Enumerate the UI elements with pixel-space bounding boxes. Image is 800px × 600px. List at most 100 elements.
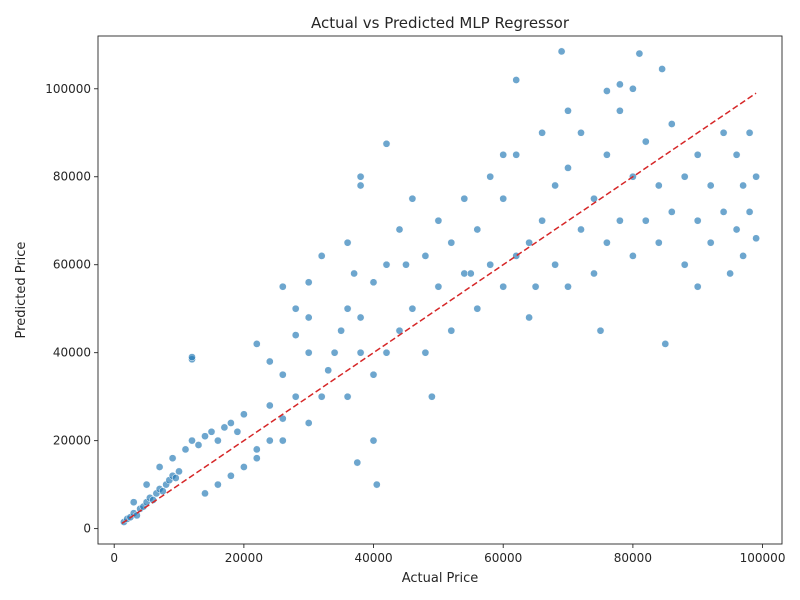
scatter-point bbox=[499, 194, 508, 203]
scatter-point bbox=[706, 181, 715, 190]
scatter-point bbox=[214, 436, 222, 445]
scatter-point bbox=[369, 278, 378, 287]
scatter-point bbox=[343, 304, 352, 313]
scatter-point bbox=[745, 208, 754, 216]
scatter-point bbox=[486, 260, 495, 269]
x-tick-label: 80000 bbox=[614, 551, 652, 565]
reference-line bbox=[121, 92, 757, 524]
scatter-point bbox=[680, 172, 689, 181]
scatter-point bbox=[538, 216, 546, 225]
scatter-point bbox=[408, 304, 417, 313]
scatter-point bbox=[382, 348, 391, 357]
scatter-point bbox=[382, 139, 391, 148]
x-tick-label: 60000 bbox=[484, 551, 522, 565]
scatter-point bbox=[369, 370, 378, 379]
scatter-point bbox=[304, 278, 313, 287]
scatter-point bbox=[207, 427, 216, 436]
scatter-point bbox=[240, 410, 248, 419]
scatter-point bbox=[616, 216, 624, 225]
scatter-point bbox=[330, 348, 339, 357]
scatter-point bbox=[460, 194, 469, 203]
scatter-point bbox=[214, 480, 222, 489]
scatter-point bbox=[356, 181, 365, 190]
scatter-point bbox=[421, 252, 430, 260]
scatter-point bbox=[278, 436, 287, 445]
chart-title: Actual vs Predicted MLP Regressor bbox=[311, 14, 570, 32]
scatter-point bbox=[428, 392, 436, 401]
y-tick-label: 0 bbox=[83, 522, 91, 536]
scatter-point bbox=[739, 181, 747, 190]
scatter-point bbox=[719, 128, 728, 137]
scatter-point bbox=[317, 392, 326, 401]
scatter-point bbox=[304, 419, 313, 427]
scatter-points bbox=[120, 47, 760, 526]
scatter-point bbox=[395, 225, 404, 234]
scatter-point bbox=[227, 419, 235, 427]
scatter-point bbox=[551, 181, 559, 190]
scatter-point bbox=[616, 106, 624, 115]
scatter-point bbox=[739, 252, 747, 260]
y-axis-title: Predicted Price bbox=[14, 242, 29, 339]
x-tick-label: 0 bbox=[110, 551, 118, 565]
scatter-point bbox=[201, 432, 209, 441]
scatter-point bbox=[194, 441, 203, 449]
scatter-point bbox=[719, 208, 728, 216]
scatter-point bbox=[654, 238, 663, 247]
scatter-point bbox=[752, 172, 760, 181]
y-tick-label: 100000 bbox=[45, 82, 91, 96]
scatter-point bbox=[499, 150, 508, 159]
scatter-point bbox=[661, 340, 670, 348]
scatter-point bbox=[564, 106, 572, 115]
y-axis-ticks: 0 20000 40000 60000 80000 100000 bbox=[45, 82, 98, 536]
scatter-point bbox=[402, 260, 410, 269]
y-tick-label: 40000 bbox=[53, 346, 91, 360]
scatter-point bbox=[252, 454, 261, 463]
scatter-point bbox=[590, 194, 598, 203]
scatter-point bbox=[408, 194, 417, 203]
y-tick-label: 60000 bbox=[53, 258, 91, 272]
scatter-point bbox=[641, 137, 650, 146]
scatter-point bbox=[434, 216, 443, 225]
scatter-point bbox=[447, 238, 456, 247]
scatter-point bbox=[265, 357, 274, 366]
scatter-point bbox=[240, 463, 248, 471]
scatter-point bbox=[181, 445, 190, 454]
scatter-point bbox=[434, 282, 443, 291]
scatter-point bbox=[460, 269, 469, 278]
scatter-point bbox=[343, 238, 352, 247]
scatter-point bbox=[369, 436, 378, 445]
scatter-point bbox=[372, 480, 381, 489]
scatter-point bbox=[486, 172, 495, 181]
scatter-point bbox=[252, 445, 261, 454]
scatter-point bbox=[745, 128, 754, 137]
scatter-point bbox=[356, 313, 365, 322]
scatter-point bbox=[421, 348, 430, 357]
scatter-point bbox=[220, 423, 229, 432]
ideal-fit-line bbox=[121, 92, 757, 524]
scatter-point bbox=[158, 487, 167, 496]
scatter-point bbox=[590, 269, 598, 278]
scatter-point bbox=[447, 326, 456, 335]
scatter-point bbox=[732, 150, 741, 159]
scatter-point bbox=[577, 225, 585, 234]
scatter-point bbox=[175, 467, 183, 476]
scatter-point bbox=[168, 454, 177, 463]
scatter-point bbox=[129, 498, 138, 507]
scatter-point bbox=[654, 181, 663, 190]
scatter-point bbox=[466, 269, 475, 278]
scatter-point bbox=[171, 474, 180, 482]
scatter-point bbox=[693, 150, 702, 159]
scatter-point bbox=[278, 282, 287, 291]
x-axis-ticks: 0 20000 40000 60000 80000 100000 bbox=[110, 544, 785, 565]
scatter-point bbox=[525, 313, 533, 322]
scatter-point bbox=[616, 80, 624, 89]
scatter-point bbox=[227, 471, 235, 480]
scatter-point bbox=[188, 353, 196, 361]
scatter-point bbox=[499, 282, 508, 291]
scatter-point bbox=[291, 392, 300, 401]
scatter-point bbox=[304, 348, 313, 357]
scatter-point bbox=[732, 225, 741, 234]
x-tick-label: 20000 bbox=[225, 551, 263, 565]
scatter-point bbox=[304, 313, 313, 322]
